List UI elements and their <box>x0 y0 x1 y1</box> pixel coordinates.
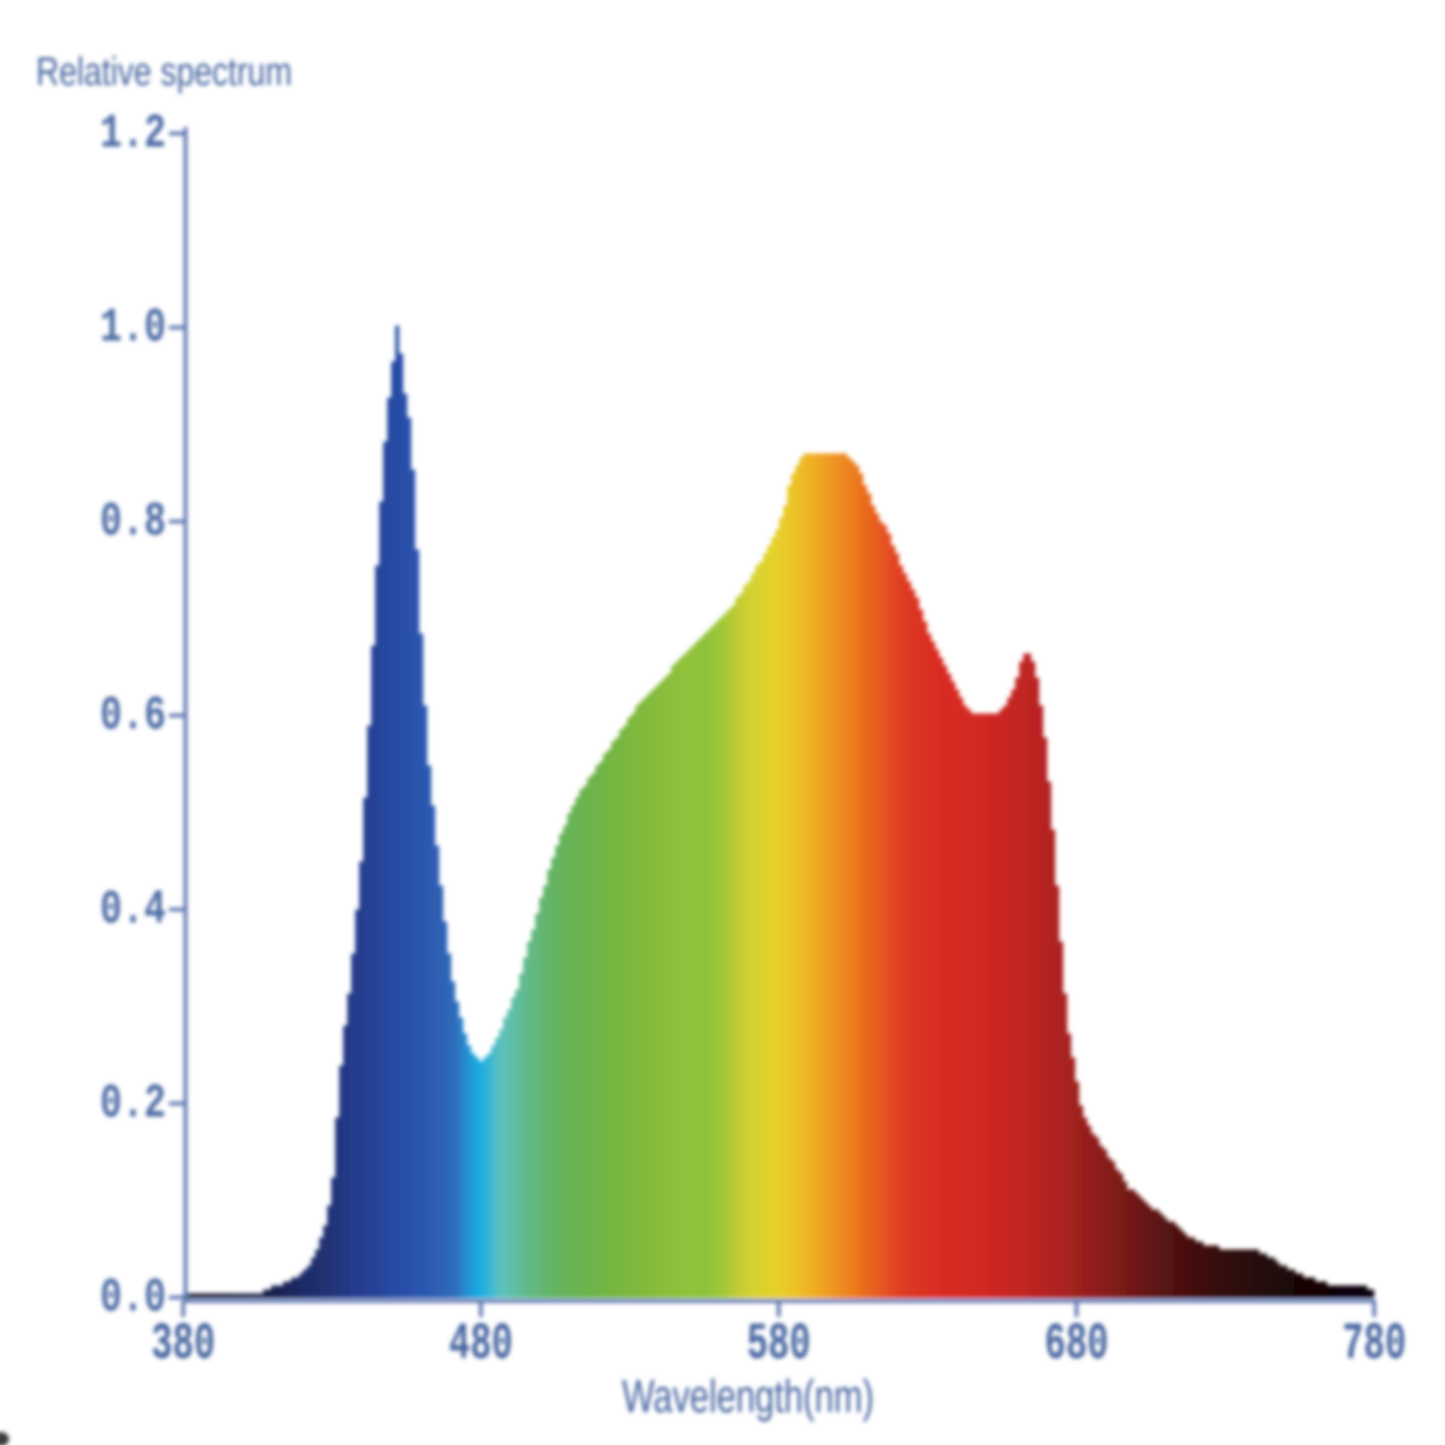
svg-text:380: 380 <box>151 1315 215 1374</box>
svg-text:0.0: 0.0 <box>100 1272 166 1326</box>
svg-text:580: 580 <box>747 1315 811 1374</box>
svg-text:0.8: 0.8 <box>100 496 166 550</box>
svg-text:Wavelength(nm): Wavelength(nm) <box>622 1370 874 1422</box>
svg-text:480: 480 <box>449 1315 513 1374</box>
svg-text:1.0: 1.0 <box>100 302 166 356</box>
svg-text:1.2: 1.2 <box>100 108 166 162</box>
svg-text:780: 780 <box>1342 1315 1406 1374</box>
svg-text:Relative spectrum: Relative spectrum <box>36 50 292 94</box>
svg-text:680: 680 <box>1045 1315 1109 1374</box>
svg-text:0.6: 0.6 <box>100 690 166 744</box>
svg-text:0.2: 0.2 <box>100 1078 166 1132</box>
svg-text:0.4: 0.4 <box>100 884 166 938</box>
